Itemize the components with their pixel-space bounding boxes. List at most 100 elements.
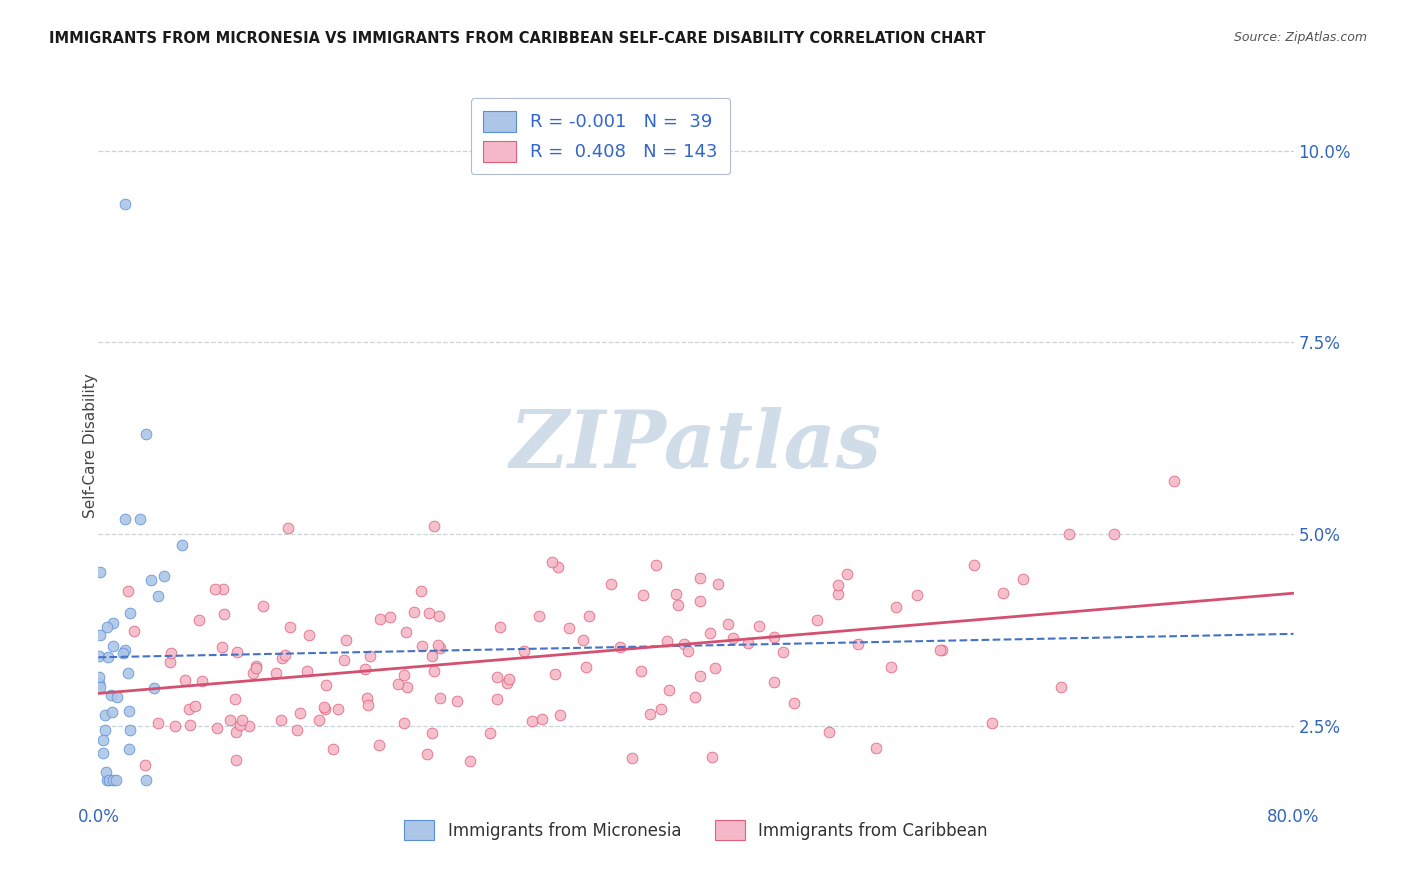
Point (496, 675, 519, 690)
Point (117, 665, 139, 680)
Point (666, 598, 689, 612)
Point (512, 644, 534, 658)
Point (89, 628, 111, 642)
Point (287, 723, 309, 738)
Point (89, 648, 111, 663)
Point (427, 638, 450, 652)
Point (485, 692, 508, 706)
Point (806, 614, 828, 628)
Point (1163, 474, 1185, 488)
Point (1104, 527, 1126, 541)
Point (633, 587, 655, 601)
Point (214, 607, 236, 621)
Point (231, 714, 253, 728)
Point (678, 644, 700, 658)
Point (122, 624, 145, 638)
Point (981, 716, 1004, 731)
Point (105, 772, 128, 787)
Point (578, 608, 600, 623)
Point (479, 725, 502, 739)
Point (427, 609, 450, 624)
Point (191, 673, 214, 688)
Point (114, 643, 136, 657)
Point (225, 645, 247, 659)
Point (94, 708, 117, 723)
Point (835, 566, 858, 581)
Point (704, 661, 727, 675)
Point (188, 613, 211, 627)
Point (139, 574, 162, 588)
Point (160, 646, 183, 660)
Point (1059, 527, 1081, 541)
Point (498, 673, 520, 687)
Point (644, 558, 666, 573)
Point (96, 620, 118, 634)
Point (993, 586, 1015, 600)
Point (179, 718, 201, 732)
Point (673, 637, 696, 651)
Point (322, 742, 344, 756)
Point (312, 700, 335, 714)
Point (146, 715, 169, 730)
Point (396, 680, 419, 694)
Point (308, 713, 330, 727)
Point (271, 650, 294, 665)
Point (298, 628, 321, 642)
Point (118, 704, 141, 718)
Point (89, 565, 111, 579)
Point (277, 521, 299, 535)
Point (117, 742, 139, 756)
Legend: Immigrants from Micronesia, Immigrants from Caribbean: Immigrants from Micronesia, Immigrants f… (396, 812, 995, 848)
Point (640, 707, 662, 722)
Point (547, 560, 569, 574)
Point (211, 640, 233, 655)
Point (429, 690, 451, 705)
Point (700, 749, 723, 764)
Point (118, 607, 141, 621)
Point (211, 582, 233, 596)
Point (1012, 572, 1035, 586)
Point (1050, 680, 1073, 694)
Point (665, 587, 688, 601)
Point (314, 702, 336, 716)
Point (295, 664, 318, 678)
Point (184, 699, 207, 714)
Point (105, 690, 128, 705)
Point (94, 765, 117, 780)
Point (333, 652, 356, 666)
Point (378, 610, 401, 624)
Point (245, 661, 267, 675)
Point (763, 674, 786, 689)
Point (572, 632, 595, 647)
Point (411, 639, 433, 653)
Point (245, 658, 267, 673)
Point (252, 599, 274, 613)
Point (599, 576, 621, 591)
Point (575, 660, 598, 674)
Point (103, 616, 125, 631)
Point (657, 634, 679, 648)
Point (100, 706, 122, 720)
Point (818, 724, 841, 739)
Point (89, 670, 111, 684)
Point (89, 680, 111, 694)
Point (368, 738, 391, 752)
Point (172, 537, 194, 551)
Point (541, 555, 564, 569)
Point (148, 589, 170, 603)
Text: Source: ZipAtlas.com: Source: ZipAtlas.com (1233, 31, 1367, 45)
Point (721, 631, 744, 645)
Point (418, 606, 440, 620)
Point (270, 714, 292, 728)
Point (359, 649, 381, 664)
Point (689, 669, 711, 683)
Point (266, 665, 288, 680)
Point (118, 723, 141, 738)
Point (531, 712, 554, 726)
Point (103, 772, 125, 787)
Point (225, 753, 247, 767)
Point (114, 197, 136, 211)
Point (224, 691, 246, 706)
Point (827, 577, 849, 591)
Point (163, 719, 186, 733)
